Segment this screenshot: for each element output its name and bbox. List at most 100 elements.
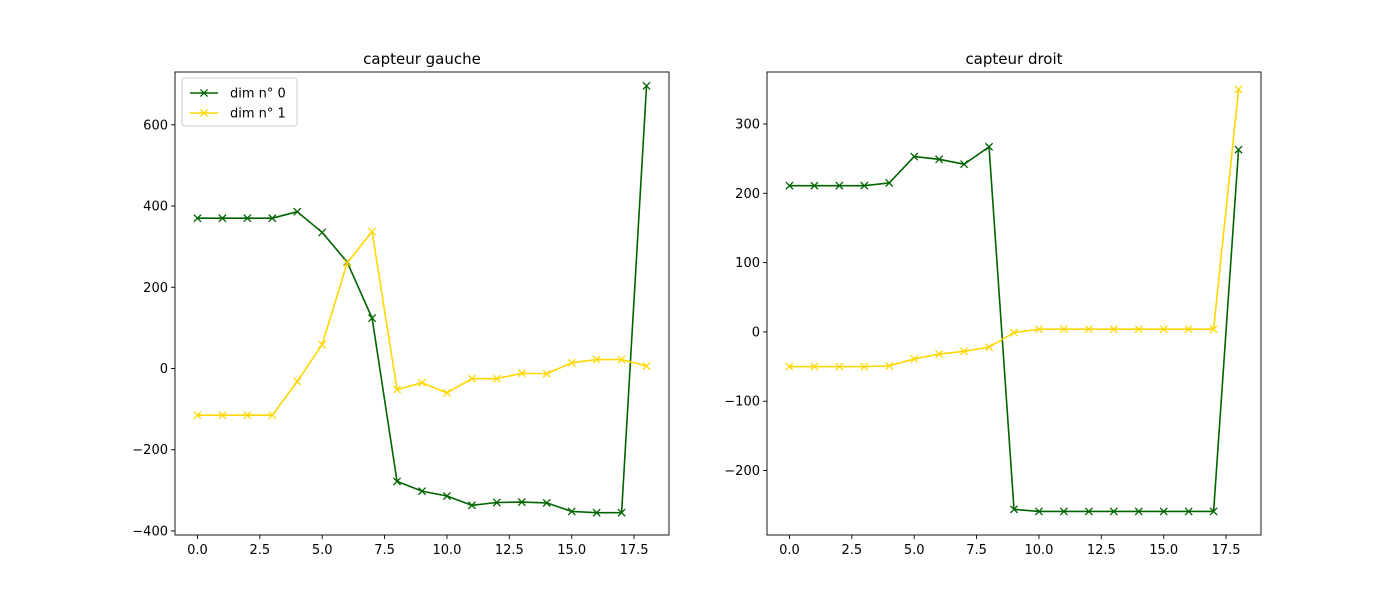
chart-1-axes-frame	[174, 71, 670, 536]
chart-2-xtick-label-5: 12.5	[1087, 543, 1116, 558]
chart-1-xtick-label-1: 2.5	[249, 543, 270, 558]
chart-2-series-0-point-5	[910, 152, 919, 161]
chart-1-series-0-point-14	[542, 498, 551, 507]
chart-2-series-1-point-18	[1234, 85, 1243, 94]
chart-1-series-0-point-18	[642, 81, 651, 90]
chart-2-xtick-label-4: 10.0	[1024, 543, 1053, 558]
chart-1-series-1-point-10	[442, 388, 452, 397]
chart-1-xtick-label-0: 0.0	[187, 543, 208, 558]
chart-1-series-1-point-1	[218, 411, 227, 420]
chart-1-series-1-point-13	[517, 369, 526, 378]
chart-2-series-0-point-0	[785, 181, 794, 190]
chart-1-series-1-point-2	[243, 411, 252, 420]
chart-2-series-0-point-8	[984, 142, 994, 151]
chart-2-series-0-point-11	[1059, 507, 1068, 516]
chart-2-xtick-label-2: 5.0	[904, 543, 925, 558]
chart-1-series-0-point-3	[268, 214, 277, 223]
chart-1-series-0-point-17	[617, 508, 626, 517]
chart-2-series-1-point-4	[885, 361, 894, 370]
chart-1-series-0-point-1	[218, 214, 227, 223]
chart-2-series-1-point-14	[1134, 325, 1143, 334]
chart-2-axes-frame	[766, 71, 1262, 536]
chart-1-series-0-point-0	[193, 214, 202, 223]
chart-2-series-0-point-17	[1209, 507, 1218, 516]
chart-1-series-1-point-6	[343, 258, 352, 267]
chart-2-ytick-label-0: −200	[724, 464, 760, 479]
chart-1-legend: dim n° 0 dim n° 1	[181, 77, 298, 127]
chart-1-legend-label-1: dim n° 1	[230, 107, 286, 122]
chart-2-series-1-point-16	[1184, 325, 1193, 334]
chart-2-ytick-label-4: 200	[735, 187, 760, 202]
chart-2-series-0-point-13	[1109, 507, 1118, 516]
chart-1-xtick-label-4: 10.0	[432, 543, 461, 558]
chart-2-series-1-point-9	[1009, 328, 1019, 337]
chart-1-series-0-point-10	[442, 491, 452, 501]
chart-1-series-1-point-4	[293, 377, 302, 386]
chart-2-series-1-point-7	[960, 347, 969, 356]
chart-1-ytick-label-5: 600	[143, 118, 168, 133]
chart-1-series-0-point-11	[467, 501, 476, 510]
chart-1-xtick-label-3: 7.5	[374, 543, 395, 558]
chart-1-series-1-point-0	[193, 411, 202, 420]
chart-1-series-1-point-11	[467, 374, 476, 383]
chart-2-ytick-label-5: 300	[735, 117, 760, 132]
chart-2-ytick-label-1: −100	[724, 395, 760, 410]
chart-1-series-0-point-2	[243, 214, 252, 223]
chart-2-xtick-label-3: 7.5	[966, 543, 987, 558]
chart-1-ytick-label-3: 200	[143, 281, 168, 296]
chart-2-series-0-point-18	[1234, 145, 1243, 154]
chart-2-series-0-point-1	[810, 181, 819, 190]
chart-2-series-1-point-1	[810, 362, 819, 371]
chart-2-series-1-point-3	[860, 362, 869, 371]
chart-2: capteur droit 0.0 2.5 5.0 7.5 10.0 12.5 15.0 17.…	[724, 50, 1262, 558]
chart-2-series-0-point-6	[935, 155, 944, 164]
chart-2-series-1-line	[789, 89, 1240, 368]
chart-1-legend-label-0: dim n° 0	[230, 87, 286, 102]
chart-1-series-1-point-8	[392, 385, 402, 394]
chart-2-series-0-point-14	[1134, 507, 1143, 516]
chart-2-series-0-point-12	[1084, 507, 1093, 516]
chart-2-series-0-point-3	[860, 181, 869, 190]
chart-1-legend-box	[181, 77, 298, 127]
chart-1-series-0-point-13	[517, 498, 526, 507]
chart-1-series-1-point-7	[368, 227, 377, 236]
chart-1-xtick-label-2: 5.0	[312, 543, 333, 558]
chart-2-xtick-label-0: 0.0	[779, 543, 800, 558]
chart-2-series-0-point-10	[1034, 507, 1044, 516]
chart-1: capteur gauche 0.0 2.5 5.0 7.5 10.0 12.5 15.0 17…	[132, 50, 670, 558]
chart-2-series-1-point-0	[785, 362, 794, 371]
chart-1-series-0-point-8	[392, 477, 402, 486]
chart-1-series-0-line	[197, 85, 648, 514]
chart-1-ytick-label-4: 400	[143, 200, 168, 215]
chart-2-series-1-point-2	[835, 362, 844, 371]
chart-2-series-0-point-9	[1009, 505, 1019, 514]
chart-1-series-1-point-17	[617, 355, 626, 364]
chart-2-series-1-point-5	[910, 354, 919, 364]
chart-2-series-0-point-4	[885, 178, 894, 187]
chart-1-series-1-point-9	[417, 378, 427, 387]
chart-2-series-1-point-11	[1059, 325, 1068, 334]
chart-1-series-0-point-15	[567, 507, 576, 516]
chart-1-legend-marker-0	[199, 88, 209, 98]
chart-1-series-1-line	[197, 230, 647, 416]
chart-1-ytick-label-0: −400	[132, 524, 168, 539]
chart-1-ytick-label-1: −200	[132, 443, 168, 458]
chart-2-xtick-label-6: 15.0	[1149, 543, 1178, 558]
chart-1-series-0-point-5	[318, 228, 327, 237]
chart-1-series-0-point-12	[492, 498, 501, 507]
chart-1-xtick-label-6: 15.0	[557, 543, 586, 558]
chart-2-series-1-point-17	[1209, 325, 1218, 334]
chart-2-series-0-point-2	[835, 181, 844, 190]
chart-1-title: capteur gauche	[363, 50, 481, 68]
chart-1-ytick-label-2: 0	[160, 362, 168, 377]
chart-1-series-1-point-12	[492, 374, 501, 383]
chart-2-series-0-point-15	[1159, 507, 1168, 516]
chart-1-series-0-point-9	[417, 487, 427, 496]
chart-1-series-0-point-4	[293, 207, 302, 216]
chart-2-series-1-point-6	[935, 350, 944, 359]
chart-2-series-0-point-16	[1184, 507, 1193, 516]
chart-2-series-1-point-15	[1159, 325, 1168, 334]
chart-1-series-1-point-5	[318, 340, 327, 349]
chart-2-series-1-point-8	[984, 343, 994, 352]
